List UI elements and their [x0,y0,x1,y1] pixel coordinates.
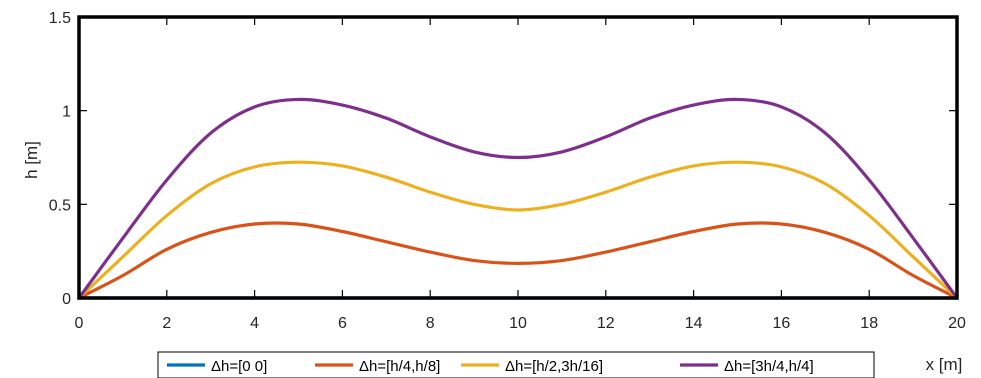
x-tick-label: 4 [250,315,259,332]
legend-box [157,351,875,378]
legend-entry-4: Δh=[3h/4,h/4] [724,358,814,375]
plot-area [77,17,959,300]
x-tick-label: 20 [948,315,966,332]
x-tick-label: 18 [860,315,878,332]
x-tick-label: 0 [75,315,84,332]
x-tick-label: 8 [426,315,435,332]
x-tick-label: 14 [685,315,703,332]
y-tick-label: 0 [62,291,71,308]
series-line-3 [77,160,959,300]
legend: Δh=[0 0] Δh=[h/4,h/8] Δh=[h/2,3h/16] Δh=[3h… [157,351,875,378]
y-tick-label: 1 [62,104,71,121]
y-axis-label: h [m] [22,141,41,179]
legend-entry-3: Δh=[h/2,3h/16] [505,358,603,375]
y-tick-label: 1.5 [49,10,71,27]
axes: 0 2 4 6 8 10 12 14 16 18 20 0 0.5 1 1.5 [49,10,966,332]
series-line-4 [77,97,959,300]
x-tick-label: 2 [162,315,171,332]
y-tick-label: 0.5 [49,197,71,214]
x-axis-label: x [m] [926,355,963,374]
x-tick-label: 10 [509,315,527,332]
legend-entry-2: Δh=[h/4,h/8] [359,358,440,375]
legend-entry-1: Δh=[0 0] [211,358,267,375]
series-line-2 [77,221,959,300]
x-tick-label: 12 [597,315,615,332]
x-tick-label: 16 [773,315,791,332]
x-tick-label: 6 [338,315,347,332]
